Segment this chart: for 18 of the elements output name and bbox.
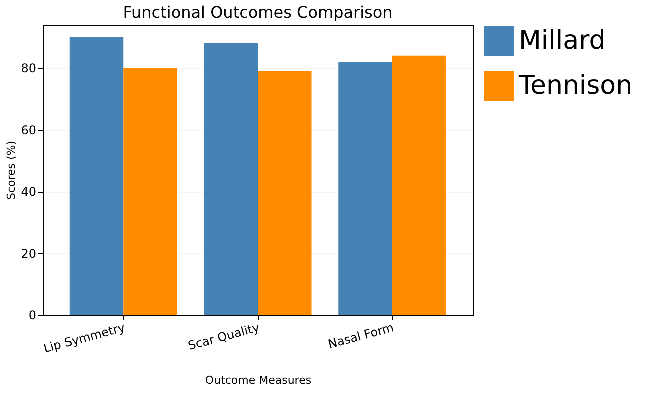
y-tick-label: 60 [21, 123, 36, 138]
x-tick-label: Nasal Form [326, 320, 396, 352]
y-axis-title: Scores (%) [5, 140, 18, 200]
chart-title: Functional Outcomes Comparison [123, 3, 393, 22]
x-tick-label: Scar Quality [186, 320, 262, 354]
bar [392, 56, 446, 315]
y-tick-label: 20 [21, 246, 36, 261]
legend-label: Millard [519, 26, 606, 56]
x-axis-title: Outcome Measures [205, 374, 312, 387]
y-tick-label: 0 [28, 308, 36, 322]
y-tick-label: 80 [21, 62, 36, 76]
legend-label: Tennison [518, 71, 633, 101]
y-tick-label: 40 [21, 185, 36, 200]
bar [124, 68, 178, 315]
bar [70, 37, 124, 315]
bar [258, 71, 312, 315]
bar [338, 62, 392, 315]
bar [204, 44, 258, 315]
